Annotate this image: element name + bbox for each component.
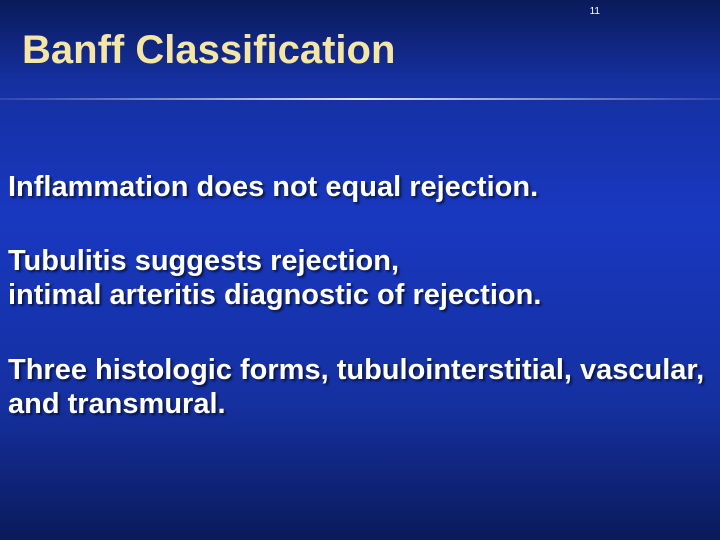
title-divider <box>0 98 720 100</box>
slide-body: Inflammation does not equal rejection. T… <box>8 170 712 461</box>
paragraph: Tubulitis suggests rejection, intimal ar… <box>8 244 712 312</box>
slide: 11 Banff Classification Inflammation doe… <box>0 0 720 540</box>
paragraph: Inflammation does not equal rejection. <box>8 170 712 204</box>
page-number: 11 <box>590 6 600 17</box>
slide-title: Banff Classification <box>22 28 395 73</box>
paragraph: Three histologic forms, tubulointerstiti… <box>8 353 712 421</box>
